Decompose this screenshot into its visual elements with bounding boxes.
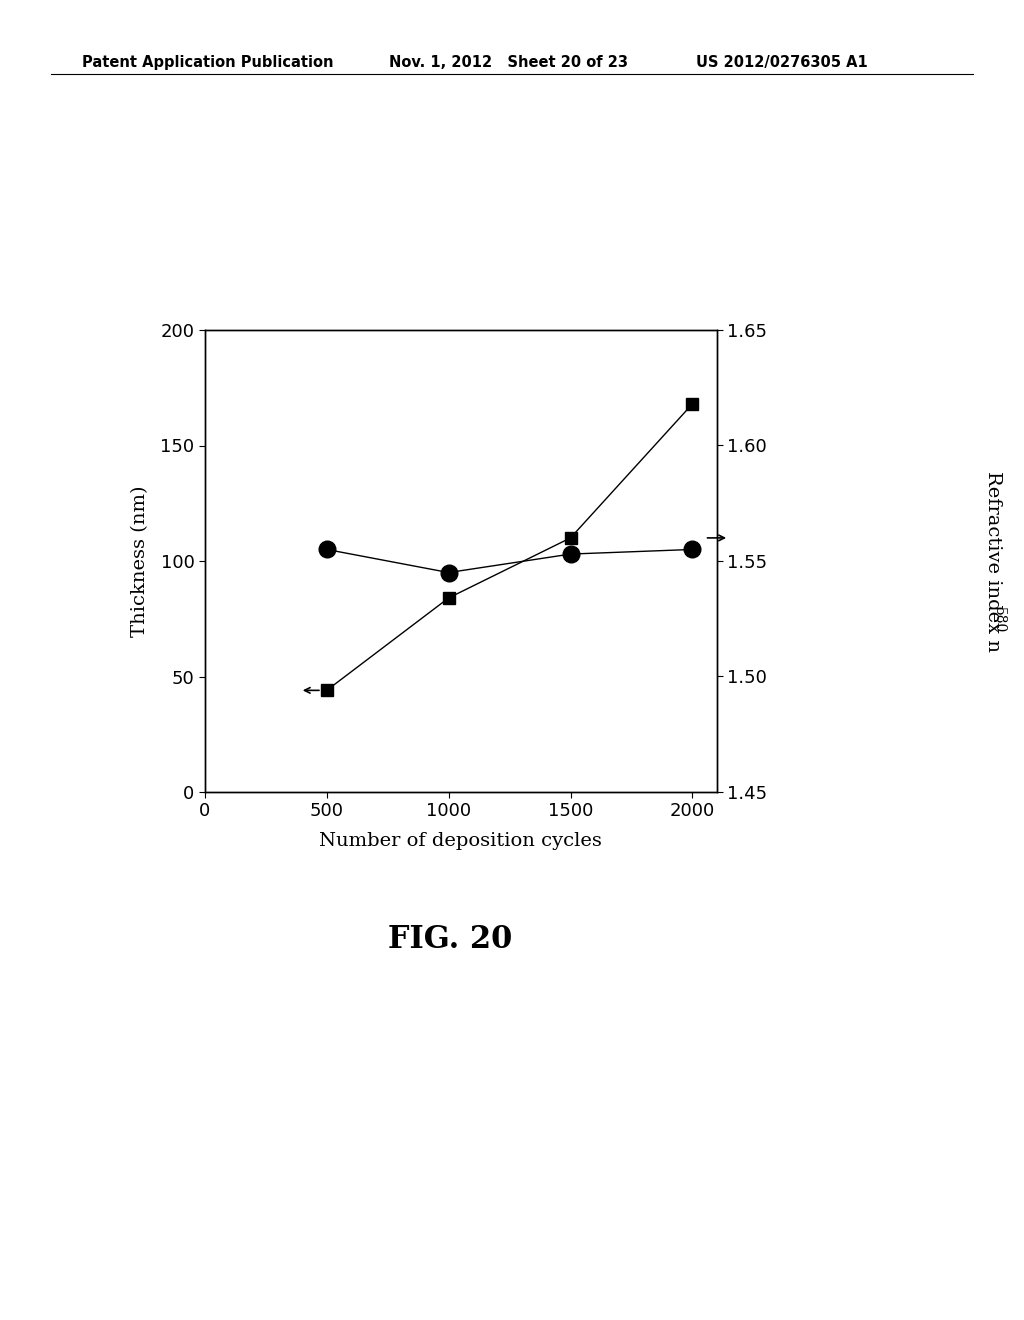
Text: Refractive index n: Refractive index n xyxy=(984,470,1002,652)
Text: 580: 580 xyxy=(991,607,1006,634)
Text: Nov. 1, 2012   Sheet 20 of 23: Nov. 1, 2012 Sheet 20 of 23 xyxy=(389,55,628,70)
X-axis label: Number of deposition cycles: Number of deposition cycles xyxy=(319,832,602,850)
Y-axis label: Thickness (nm): Thickness (nm) xyxy=(131,486,150,636)
Text: FIG. 20: FIG. 20 xyxy=(388,924,513,954)
Text: Patent Application Publication: Patent Application Publication xyxy=(82,55,334,70)
Text: US 2012/0276305 A1: US 2012/0276305 A1 xyxy=(696,55,868,70)
